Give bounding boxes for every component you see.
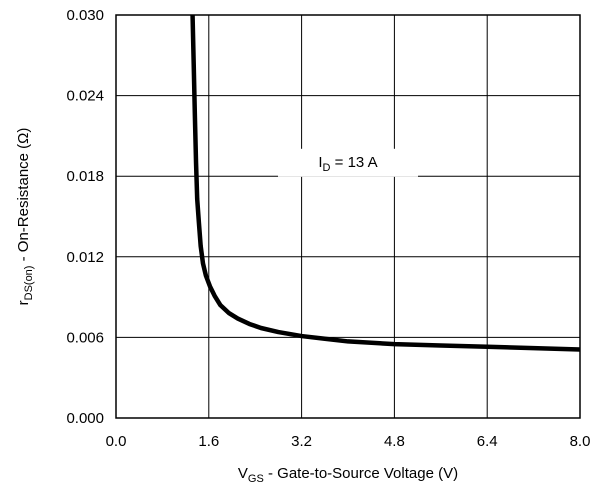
x-tick-label: 1.6 — [198, 433, 219, 450]
series-line-rdson — [190, 14, 581, 352]
annotation-subscript: D — [323, 162, 331, 174]
y-tick-label: 0.006 — [66, 329, 104, 346]
y-axis-label-subscript: DS(on) — [23, 266, 35, 301]
y-tick-label: 0.000 — [66, 410, 104, 427]
y-axis-label: rDS(on) - On-Resistance (Ω) — [15, 128, 35, 306]
annotation-symbol: I — [318, 154, 322, 171]
annotation: ID = 13 A — [278, 148, 418, 177]
plot-frame — [115, 14, 581, 419]
x-axis-label-symbol: V — [238, 465, 248, 482]
y-tick-label: 0.018 — [66, 168, 104, 185]
x-axis-label-subscript: GS — [248, 473, 264, 485]
x-tick-label: 3.2 — [291, 433, 312, 450]
x-tick-label: 8.0 — [570, 433, 591, 450]
x-axis-label: VGS - Gate-to-Source Voltage (V) — [238, 465, 458, 485]
annotation-label: ID = 13 A — [318, 154, 377, 174]
x-tick-labels: 0.0 1.6 3.2 4.8 6.4 8.0 — [106, 433, 591, 450]
x-tick-label: 6.4 — [477, 433, 498, 450]
y-tick-labels: 0.000 0.006 0.012 0.018 0.024 0.030 — [66, 7, 104, 427]
y-tick-label: 0.012 — [66, 249, 104, 266]
grid-lines — [116, 15, 580, 418]
y-axis-label-symbol: r — [15, 300, 32, 305]
y-tick-label: 0.024 — [66, 88, 104, 105]
annotation-text: = 13 A — [331, 154, 378, 171]
y-axis-label-text: - On-Resistance (Ω) — [15, 128, 32, 266]
x-tick-label: 4.8 — [384, 433, 405, 450]
y-tick-label: 0.030 — [66, 7, 104, 24]
x-tick-label: 0.0 — [106, 433, 127, 450]
annotation-background — [278, 148, 418, 177]
x-axis-label-text: - Gate-to-Source Voltage (V) — [264, 465, 458, 482]
